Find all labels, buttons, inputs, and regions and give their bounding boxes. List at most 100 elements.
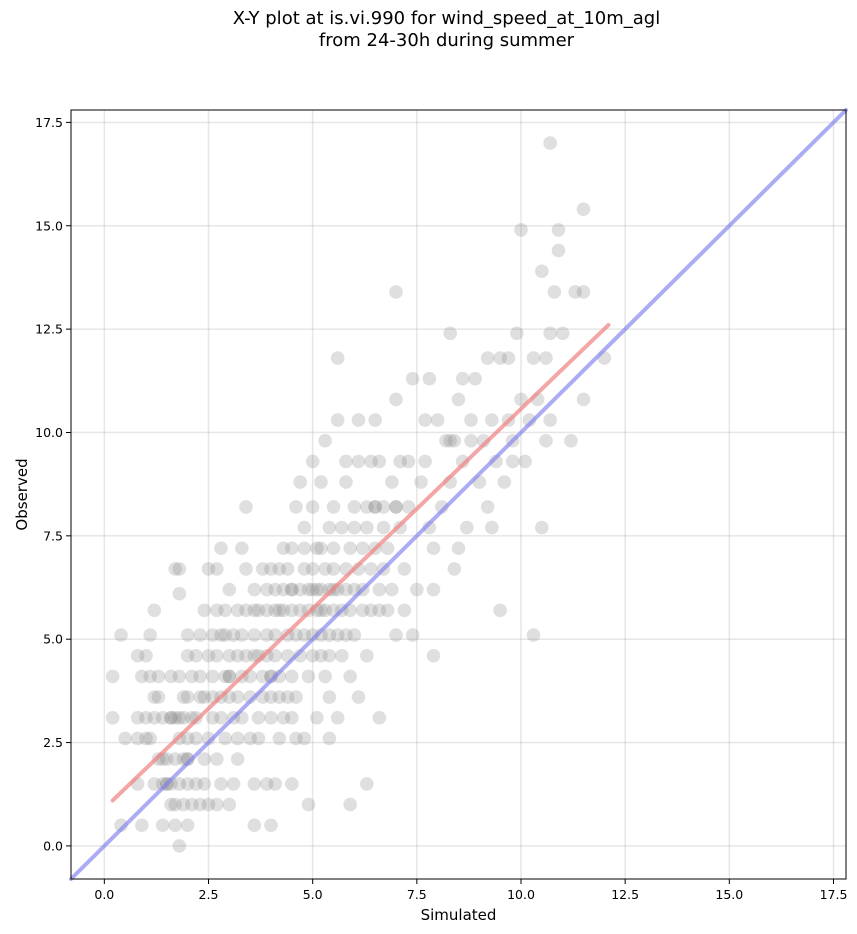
data-point	[255, 669, 270, 684]
data-point	[247, 603, 262, 618]
data-point	[322, 690, 337, 704]
data-point	[226, 777, 241, 791]
data-point	[455, 454, 470, 469]
data-point	[268, 603, 282, 618]
data-point	[480, 500, 495, 514]
data-point	[272, 731, 287, 746]
data-point	[239, 648, 253, 663]
chart-subtitle: from 24-30h during summer	[318, 30, 575, 51]
data-point	[280, 690, 295, 704]
data-point	[160, 752, 174, 766]
data-point	[218, 731, 232, 746]
data-point	[364, 603, 378, 618]
data-point	[268, 777, 282, 791]
data-point	[339, 582, 353, 597]
data-point	[268, 648, 282, 663]
data-point	[368, 500, 382, 514]
data-point	[130, 731, 145, 746]
data-point	[118, 731, 132, 746]
data-point	[114, 628, 128, 642]
data-point	[314, 475, 328, 489]
data-point	[305, 500, 320, 514]
data-point	[176, 797, 191, 812]
data-point	[230, 690, 245, 704]
data-point	[318, 603, 332, 618]
data-point	[347, 500, 362, 514]
data-point	[247, 818, 262, 833]
data-point	[151, 669, 166, 684]
data-point	[130, 710, 145, 725]
data-point	[180, 777, 195, 791]
data-point	[143, 628, 157, 642]
data-point	[355, 603, 370, 618]
data-point	[351, 454, 366, 469]
data-point	[189, 648, 203, 663]
data-point	[264, 818, 278, 833]
data-point	[272, 562, 287, 576]
data-point	[285, 582, 299, 597]
data-point	[480, 351, 495, 365]
data-point	[218, 603, 232, 618]
data-point	[397, 562, 412, 576]
data-point	[501, 351, 516, 365]
data-point	[105, 669, 120, 684]
data-point	[576, 392, 591, 407]
data-point	[247, 582, 262, 597]
data-point	[239, 500, 253, 514]
data-point	[543, 326, 557, 341]
data-point	[543, 136, 557, 150]
data-point	[147, 603, 162, 618]
data-point	[247, 628, 262, 642]
data-point	[330, 628, 345, 642]
data-point	[197, 603, 212, 618]
data-point	[451, 541, 466, 556]
data-point	[276, 582, 291, 597]
data-point	[222, 582, 237, 597]
data-point	[405, 371, 420, 386]
data-point	[376, 520, 391, 535]
data-point	[280, 562, 295, 576]
data-point	[139, 731, 153, 746]
data-point	[514, 223, 528, 237]
data-point	[360, 777, 374, 791]
data-point	[143, 731, 157, 746]
data-point	[380, 603, 395, 618]
data-point	[343, 797, 357, 812]
x-tick-label: 5.0	[303, 887, 323, 902]
data-point	[264, 690, 278, 704]
data-point	[514, 392, 528, 407]
data-point	[168, 562, 182, 576]
data-point	[376, 500, 391, 514]
y-axis-label: Observed	[13, 458, 31, 530]
one-to-one-line	[69, 108, 848, 881]
data-point	[268, 628, 282, 642]
data-point	[226, 628, 241, 642]
data-point	[326, 562, 341, 576]
data-point	[260, 582, 274, 597]
data-point	[364, 454, 378, 469]
data-point	[460, 520, 474, 535]
data-point	[214, 777, 228, 791]
data-point	[230, 731, 245, 746]
data-point	[455, 371, 470, 386]
data-point	[105, 710, 120, 725]
data-point	[205, 628, 220, 642]
data-point	[430, 413, 445, 427]
data-point	[464, 433, 478, 448]
data-point	[401, 454, 416, 469]
x-ticks: 0.0 2.5 5.0 7.5 10.0 12.5 15.0 17.5	[94, 879, 847, 902]
data-point	[135, 669, 149, 684]
data-point	[172, 839, 187, 853]
data-point	[297, 541, 312, 556]
y-tick-label: 7.5	[43, 528, 63, 543]
data-point	[318, 433, 332, 448]
data-point	[372, 454, 387, 469]
data-point	[135, 818, 149, 833]
data-point	[176, 710, 191, 725]
data-point	[439, 433, 453, 448]
data-point	[305, 562, 320, 576]
x-tick-label: 15.0	[715, 887, 743, 902]
y-tick-label: 0.0	[43, 838, 63, 853]
data-point	[264, 562, 278, 576]
data-point	[172, 669, 187, 684]
